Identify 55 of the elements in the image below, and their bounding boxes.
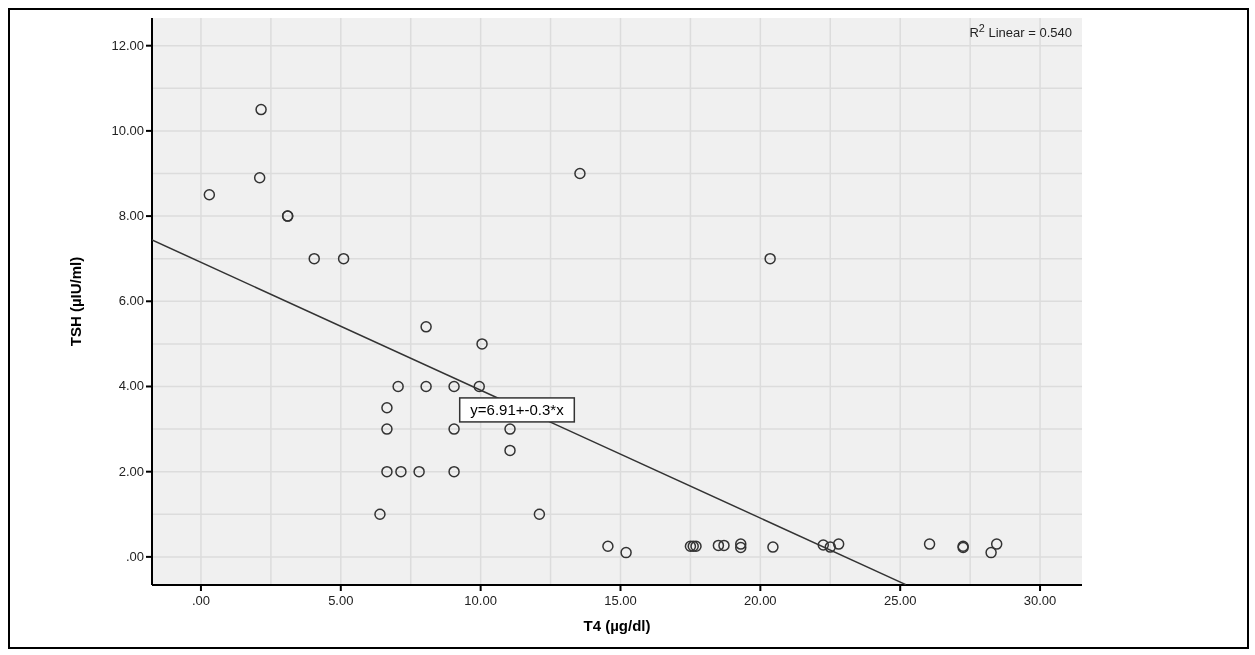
x-tick-label: 30.00 <box>1023 593 1057 608</box>
point <box>381 423 393 435</box>
point <box>413 465 425 478</box>
x-tick-label: 5.00 <box>328 593 354 608</box>
point <box>533 508 546 521</box>
point <box>381 402 393 414</box>
annotation: y=6.91+-0.3*x <box>470 400 565 418</box>
point <box>735 541 747 554</box>
point <box>574 167 586 180</box>
x-tick-label: .00 <box>191 593 210 608</box>
y-tick-label: .00 <box>125 548 144 564</box>
point <box>476 338 488 350</box>
point <box>381 465 393 478</box>
point <box>504 423 516 435</box>
point <box>602 540 614 552</box>
point <box>203 189 216 201</box>
point <box>253 172 266 184</box>
point <box>448 465 460 478</box>
point <box>473 380 485 393</box>
y-tick-label: 12.00 <box>111 37 144 53</box>
annotation: R$^{2}$ Linear = 0.540 <box>969 22 1072 41</box>
x-tick-label: 20.00 <box>744 593 777 608</box>
point <box>255 103 267 116</box>
point <box>374 508 386 521</box>
point <box>735 538 747 550</box>
point <box>718 539 730 552</box>
point <box>832 538 845 550</box>
point <box>712 539 725 552</box>
x-tick-label: 10.00 <box>464 593 497 608</box>
point <box>337 252 350 265</box>
point <box>392 380 404 393</box>
point <box>448 380 460 393</box>
point <box>620 546 632 559</box>
x-tick-label: 15.00 <box>604 593 637 608</box>
point <box>817 539 830 551</box>
y-tick-label: 10.00 <box>111 122 144 138</box>
point <box>985 546 997 559</box>
point <box>824 541 837 553</box>
point <box>504 444 516 457</box>
x-tick-label: 25.00 <box>883 593 917 608</box>
y-tick-label: 6.00 <box>118 293 144 309</box>
y-tick-label: 2.00 <box>118 463 144 479</box>
point <box>767 541 779 553</box>
point <box>923 538 936 550</box>
point <box>420 321 432 333</box>
x-axis-title: T4 (µg/dl) <box>583 617 651 634</box>
y-tick-label: 8.00 <box>118 208 144 224</box>
point <box>990 538 1003 550</box>
point <box>308 252 320 265</box>
point <box>395 465 407 478</box>
y-tick-label: 4.00 <box>118 378 144 394</box>
point <box>420 380 432 393</box>
point <box>448 423 460 435</box>
point <box>764 252 776 265</box>
y-axis-title: TSH (µIU/ml) <box>67 256 85 347</box>
